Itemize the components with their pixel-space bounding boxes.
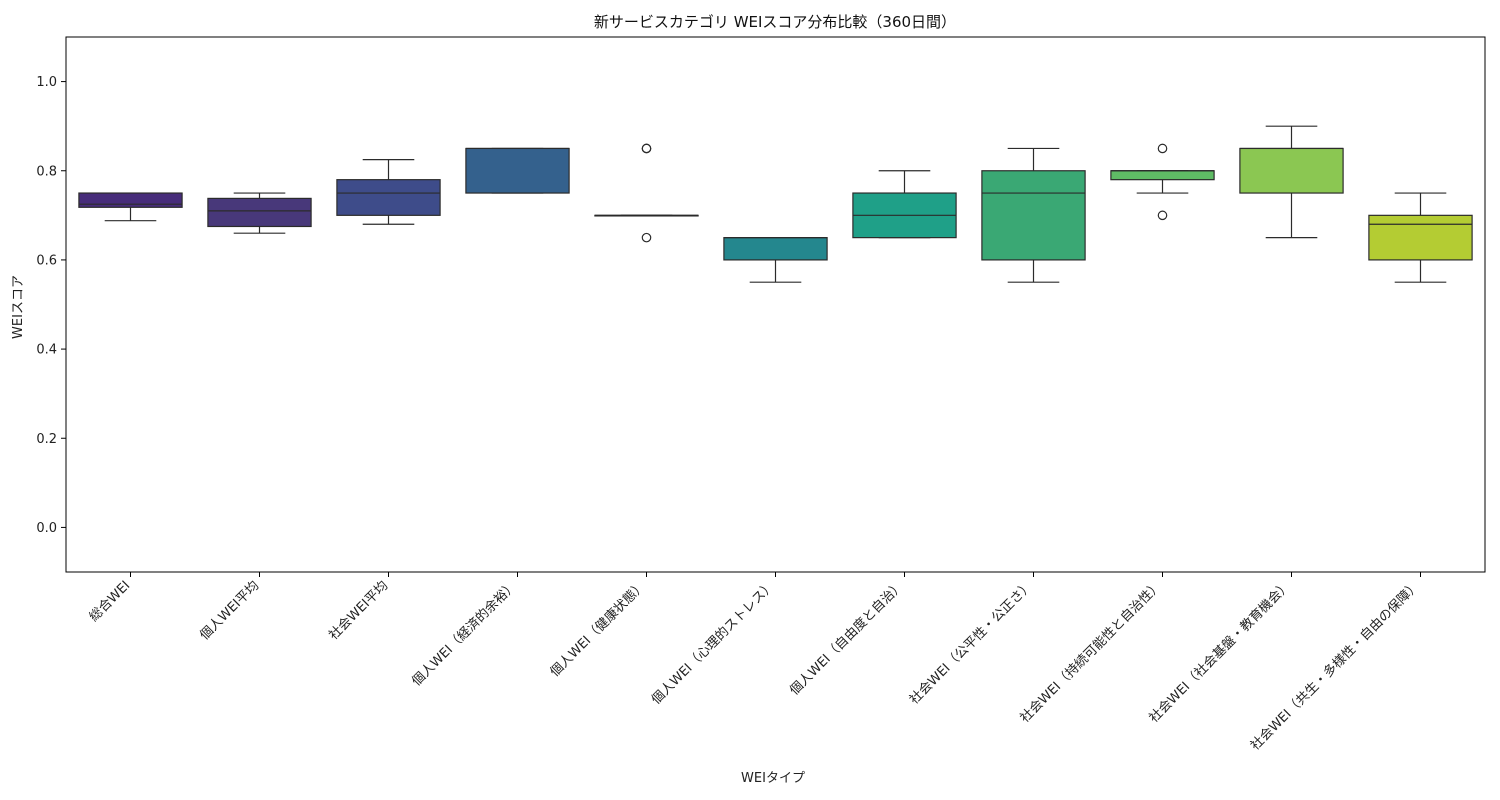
x-axis-title: WEIタイプ <box>741 771 805 786</box>
box-group-3 <box>465 147 570 194</box>
y-tick-label: 1.0 <box>36 75 57 90</box>
x-tick-label: 個人WEI（健康状態） <box>547 578 649 680</box>
box-group-2 <box>336 159 441 225</box>
y-tick-label: 0.6 <box>36 253 57 268</box>
box-group-0 <box>78 192 183 222</box>
outlier-point <box>641 143 652 154</box>
box-iqr <box>207 197 312 228</box>
y-tick-label: 0.0 <box>36 521 57 536</box>
chart-title: 新サービスカテゴリ WEIスコア分布比較（360日間） <box>594 13 956 31</box>
box-group-5 <box>723 237 828 283</box>
box-iqr <box>78 192 183 208</box>
box-group-6 <box>852 170 957 239</box>
box-iqr <box>981 170 1086 261</box>
box-iqr <box>1239 147 1344 194</box>
x-tick-label: 社会WEI（公平性・公正さ） <box>906 578 1036 708</box>
y-tick-label: 0.8 <box>36 164 57 179</box>
x-tick-label: 個人WEI（心理的ストレス） <box>648 578 778 708</box>
box-group-4 <box>594 143 699 243</box>
box-group-7 <box>981 147 1086 283</box>
box-iqr <box>723 237 828 261</box>
outlier-point <box>1157 143 1168 154</box>
x-tick-label: 個人WEI平均 <box>197 578 262 643</box>
y-axis: 0.0 0.2 0.4 0.6 0.8 1.0 <box>36 75 66 536</box>
plot-area <box>65 36 1486 573</box>
y-axis-title: WEIスコア <box>11 275 26 339</box>
x-tick-label: 個人WEI（自由度と自治） <box>786 578 907 699</box>
box-iqr <box>1368 214 1473 261</box>
box-group-10 <box>1368 192 1473 283</box>
box-group-8 <box>1110 143 1215 221</box>
box-group-9 <box>1239 125 1344 239</box>
box-group-1 <box>207 192 312 234</box>
box-iqr <box>1110 170 1215 181</box>
x-tick-label: 個人WEI（経済的余裕） <box>409 578 521 690</box>
x-tick-label: 社会WEI（社会基盤・教育機会） <box>1146 578 1294 726</box>
box-iqr <box>336 179 441 216</box>
y-tick-label: 0.4 <box>36 343 57 358</box>
box-iqr <box>465 147 570 194</box>
outlier-point <box>641 232 652 243</box>
x-axis: 総合WEI 個人WEI平均 社会WEI平均 個人WEI（経済的余裕） 個人WEI（健康状… <box>87 572 1423 754</box>
x-tick-label: 社会WEI（持続可能性と自治性） <box>1017 578 1165 726</box>
x-tick-label: 社会WEI平均 <box>326 578 392 644</box>
plot-frame <box>65 36 1486 573</box>
outlier-point <box>1157 210 1168 221</box>
y-tick-label: 0.2 <box>36 432 57 447</box>
x-tick-label: 総合WEI <box>87 578 134 625</box>
